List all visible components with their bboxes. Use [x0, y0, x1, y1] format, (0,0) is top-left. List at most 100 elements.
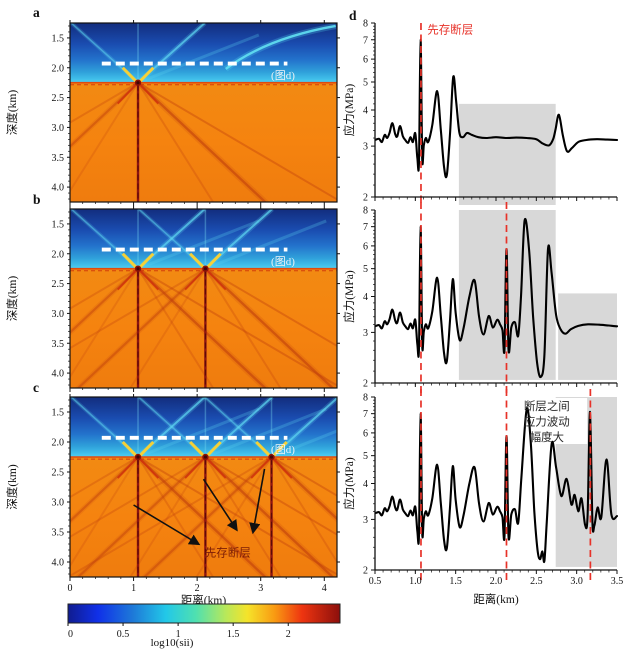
y-tick-label: 3: [363, 328, 368, 339]
stress-ray: [70, 455, 140, 525]
stress-ray: [137, 267, 267, 388]
x-tick-label: 1: [131, 583, 136, 594]
colorbar-tick-label: 0.5: [117, 629, 130, 640]
burst-wing: [204, 252, 222, 271]
x-tick-label: 2: [195, 583, 200, 594]
stress-ray: [137, 81, 267, 202]
stress-panel-d-middle: 2 3 4 5 6 7 8 应力(MPa): [342, 202, 618, 393]
y-tick-label: 3.0: [52, 498, 65, 509]
stress-ray: [204, 456, 282, 577]
stress-ray: [137, 268, 214, 388]
y-tick-label: 8: [363, 393, 368, 404]
stress-ray: [137, 82, 214, 202]
stress-curve: [375, 38, 618, 179]
y-tick-label: 6: [363, 55, 368, 66]
profile-line-label: (图d): [271, 255, 295, 268]
map-panel-b: (图d) 1.5 2.0 2.5 3.0 3.5 4.0 深度(km): [5, 206, 340, 392]
fluctuation-annotation-line: 幅度大: [530, 430, 565, 444]
burst-wing: [270, 440, 288, 459]
y-tick-label: 7: [363, 409, 368, 420]
y-tick-label: 2.0: [52, 63, 65, 74]
heatmap-image-b: (图d): [70, 209, 337, 388]
panel-letter-c: c: [33, 380, 39, 395]
burst-leg: [137, 81, 160, 105]
stress-ray: [70, 456, 139, 568]
y-tick-label: 3.5: [52, 153, 65, 164]
panel-letter-d: d: [349, 8, 357, 23]
pre-existing-fault-label: 先存断层: [427, 23, 473, 37]
burst-wing: [189, 440, 207, 459]
stress-curve: [375, 407, 618, 564]
burst-wing: [189, 252, 207, 271]
stress-ray: [70, 456, 139, 523]
burst-leg: [204, 456, 227, 479]
stress-ray: [129, 268, 207, 388]
map-panel-a: (图d) 1.5 2.0 2.5 3.0 3.5 4.0 深度(km): [5, 20, 340, 206]
stress-panel-d-bottom: 2 3 4 5 6 7 8 0.5 1.0 1.5 2.0 2.5 3.0 3.5 应力(MPa) 距离(km…: [342, 389, 623, 606]
y-tick-label: 1.5: [52, 219, 65, 230]
cyan-ray: [137, 407, 260, 459]
colorbar-label: log10(sii): [151, 637, 194, 649]
y-tick-label: 3.5: [52, 528, 65, 539]
fault-arrow: [249, 468, 266, 535]
stress-ray: [76, 267, 207, 388]
cyan-ray: [204, 219, 327, 271]
y-axis-label: 应力(MPa): [342, 457, 356, 510]
y-tick-label: 2.0: [52, 249, 65, 260]
y-tick-label: 3: [363, 515, 368, 526]
colorbar-tick-label: 2: [286, 629, 291, 640]
stress-panel-d-top: 2 3 4 5 6 7 8 应力(MPa) 先存断层: [342, 19, 618, 207]
y-tick-label: 2.0: [52, 438, 65, 449]
cyan-ray: [137, 33, 260, 85]
stress-ray: [137, 456, 337, 576]
burst-wing: [121, 440, 140, 459]
y-tick-label: 2: [363, 566, 368, 577]
burst-leg: [116, 456, 139, 479]
stress-ray: [129, 456, 207, 577]
cyan-ray: [137, 219, 260, 271]
x-tick-label: 2.0: [490, 576, 503, 587]
y-axis-label: 应力(MPa): [342, 84, 356, 137]
lower-layer: [70, 268, 337, 388]
x-tick-label: 2.5: [530, 576, 543, 587]
stress-ray: [76, 456, 207, 577]
y-tick-label: 4: [363, 292, 368, 303]
burst-wing: [121, 66, 140, 85]
burst-leg: [270, 456, 293, 479]
stress-ray: [204, 268, 282, 388]
fluctuation-annotation-line: 应力波动: [524, 415, 570, 429]
colorbar-tick-label: 1.5: [227, 629, 240, 640]
panel-frame: [69, 396, 338, 578]
x-tick-label: 3.0: [570, 576, 583, 587]
y-tick-label: 4: [363, 106, 368, 117]
fault-annotation-label: 先存断层: [205, 545, 251, 559]
cyan-ray: [204, 407, 327, 459]
y-tick-label: 1.5: [52, 33, 65, 44]
y-tick-label: 3: [363, 142, 368, 153]
stress-ray: [270, 456, 337, 564]
burst-leg: [250, 456, 273, 479]
x-tick-label: 0.5: [369, 576, 382, 587]
y-tick-label: 7: [363, 35, 368, 46]
profile-line-label: (图d): [271, 443, 295, 456]
panel-frame: [69, 22, 338, 203]
y-tick-label: 2: [363, 379, 368, 390]
fault-arrow: [202, 478, 238, 532]
x-tick-label: 3.5: [611, 576, 624, 587]
y-tick-label: 5: [363, 451, 368, 462]
stress-ray: [70, 80, 140, 150]
colorbar-gradient: [67, 603, 341, 624]
stress-ray: [74, 455, 208, 577]
stress-ray: [142, 456, 273, 577]
burst-leg: [116, 81, 139, 105]
x-tick-label: 1.0: [409, 576, 422, 587]
stress-ray: [70, 456, 206, 539]
stress-ray: [137, 456, 267, 577]
y-tick-label: 6: [363, 428, 368, 439]
burst-leg: [137, 456, 160, 479]
stress-ray: [204, 267, 335, 388]
stress-ray: [74, 266, 208, 388]
x-axis-label: 距离(km): [473, 592, 519, 606]
panel-frame: [69, 208, 338, 389]
